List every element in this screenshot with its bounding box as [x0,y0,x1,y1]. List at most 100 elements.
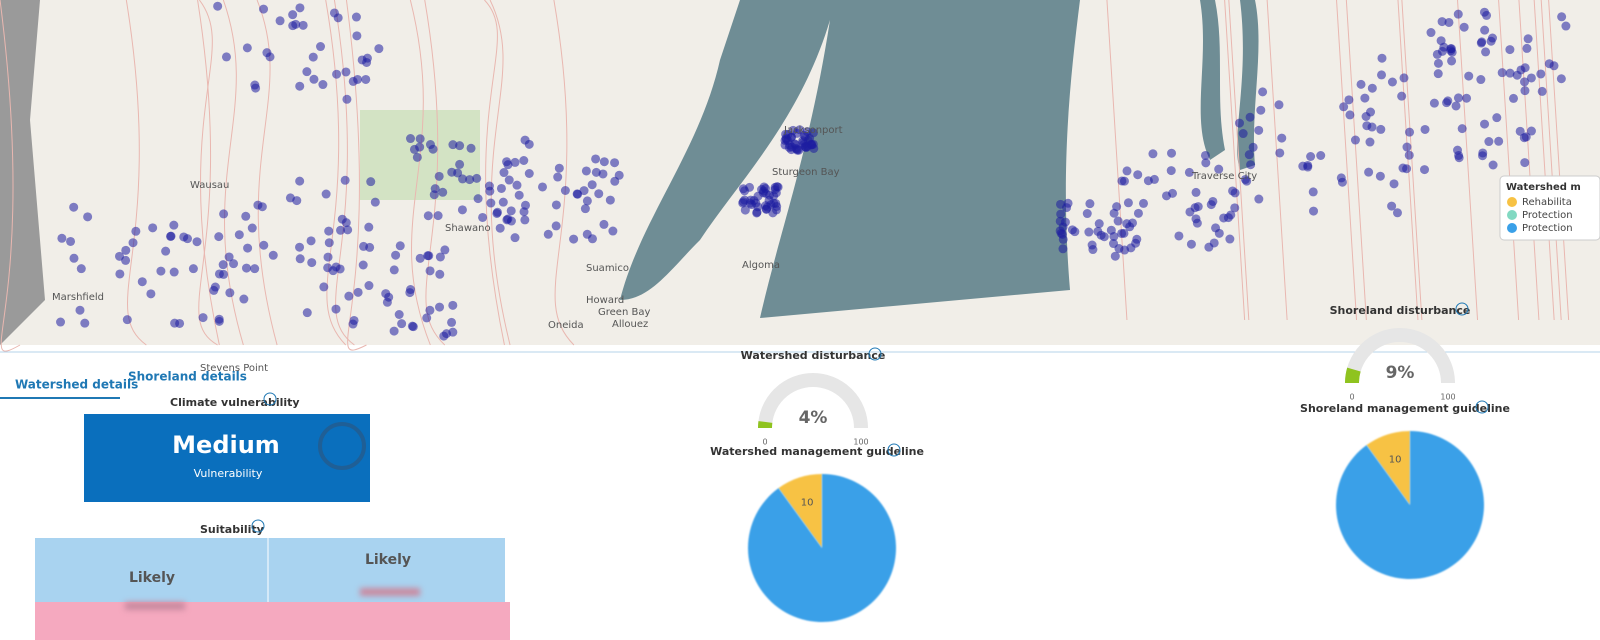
site-dot[interactable] [1082,209,1092,219]
site-dot[interactable] [1459,22,1469,32]
site-dot[interactable] [591,154,601,164]
site-dot[interactable] [391,250,401,260]
site-dot[interactable] [1367,83,1377,93]
site-dot[interactable] [259,4,269,14]
site-dot[interactable] [434,171,444,181]
site-dot[interactable] [1201,158,1211,168]
site-dot[interactable] [594,189,604,199]
site-dot[interactable] [1184,167,1194,177]
site-dot[interactable] [1085,199,1095,209]
site-dot[interactable] [353,287,363,297]
site-dot[interactable] [1488,33,1498,43]
site-dot[interactable] [1443,96,1453,106]
site-dot[interactable] [1088,245,1098,255]
site-dot[interactable] [241,211,251,221]
site-dot[interactable] [406,285,416,295]
site-dot[interactable] [122,315,132,325]
site-dot[interactable] [1167,148,1177,158]
site-dot[interactable] [1056,209,1066,219]
site-dot[interactable] [1110,251,1120,261]
site-dot[interactable] [1432,49,1442,59]
site-dot[interactable] [543,229,553,239]
site-dot[interactable] [285,193,295,203]
site-dot[interactable] [447,317,457,327]
site-dot[interactable] [1166,166,1176,176]
site-dot[interactable] [209,285,219,295]
site-dot[interactable] [1186,239,1196,249]
site-dot[interactable] [425,266,435,276]
site-dot[interactable] [395,241,405,251]
site-dot[interactable] [1254,194,1264,204]
site-dot[interactable] [1520,158,1530,168]
site-dot[interactable] [275,16,285,26]
site-dot[interactable] [343,225,353,235]
site-dot[interactable] [478,212,488,222]
site-dot[interactable] [381,289,391,299]
site-dot[interactable] [1275,148,1285,158]
site-dot[interactable] [587,180,597,190]
site-dot[interactable] [1484,137,1494,147]
site-dot[interactable] [364,281,374,291]
help-icon[interactable] [868,347,882,361]
site-dot[interactable] [361,74,371,84]
site-dot[interactable] [801,143,811,153]
site-dot[interactable] [1117,176,1127,186]
site-dot[interactable] [148,223,158,233]
site-dot[interactable] [1464,71,1474,81]
site-dot[interactable] [1476,38,1486,48]
site-dot[interactable] [1515,126,1525,136]
site-dot[interactable] [166,231,176,241]
site-dot[interactable] [351,12,361,22]
site-dot[interactable] [307,258,317,268]
site-dot[interactable] [551,200,561,210]
site-dot[interactable] [1392,208,1402,218]
site-dot[interactable] [1365,137,1375,147]
site-dot[interactable] [466,143,476,153]
site-dot[interactable] [1420,124,1430,134]
site-dot[interactable] [1309,206,1319,216]
site-dot[interactable] [242,43,252,53]
site-dot[interactable] [389,265,399,275]
site-dot[interactable] [1453,9,1463,19]
site-dot[interactable] [1149,174,1159,184]
site-dot[interactable] [1138,198,1148,208]
site-dot[interactable] [1447,56,1457,66]
site-dot[interactable] [1505,68,1515,78]
site-dot[interactable] [458,174,468,184]
site-dot[interactable] [1246,160,1256,170]
site-dot[interactable] [423,211,433,221]
site-dot[interactable] [473,194,483,204]
site-dot[interactable] [1451,101,1461,111]
site-dot[interactable] [1420,165,1430,175]
site-dot[interactable] [1096,230,1106,240]
site-dot[interactable] [224,252,234,262]
site-dot[interactable] [1242,176,1252,186]
site-dot[interactable] [448,140,458,150]
site-dot[interactable] [1209,238,1219,248]
site-dot[interactable] [605,195,615,205]
site-dot[interactable] [761,201,771,211]
site-dot[interactable] [1168,188,1178,198]
site-dot[interactable] [1274,100,1284,110]
site-dot[interactable] [1308,187,1318,197]
site-dot[interactable] [610,158,620,168]
site-dot[interactable] [485,186,495,196]
site-dot[interactable] [499,168,509,178]
help-icon[interactable] [1475,400,1489,414]
site-dot[interactable] [492,207,502,217]
help-icon[interactable] [887,443,901,457]
site-dot[interactable] [580,204,590,214]
site-dot[interactable] [1446,46,1456,56]
site-dot[interactable] [771,205,781,215]
site-dot[interactable] [1133,208,1143,218]
site-dot[interactable] [1298,161,1308,171]
site-dot[interactable] [495,223,505,233]
site-dot[interactable] [341,218,351,228]
site-dot[interactable] [438,187,448,197]
site-dot[interactable] [348,319,358,329]
site-dot[interactable] [295,242,305,252]
site-dot[interactable] [587,234,597,244]
site-dot[interactable] [1200,150,1210,160]
site-dot[interactable] [259,240,269,250]
site-dot[interactable] [1537,86,1547,96]
